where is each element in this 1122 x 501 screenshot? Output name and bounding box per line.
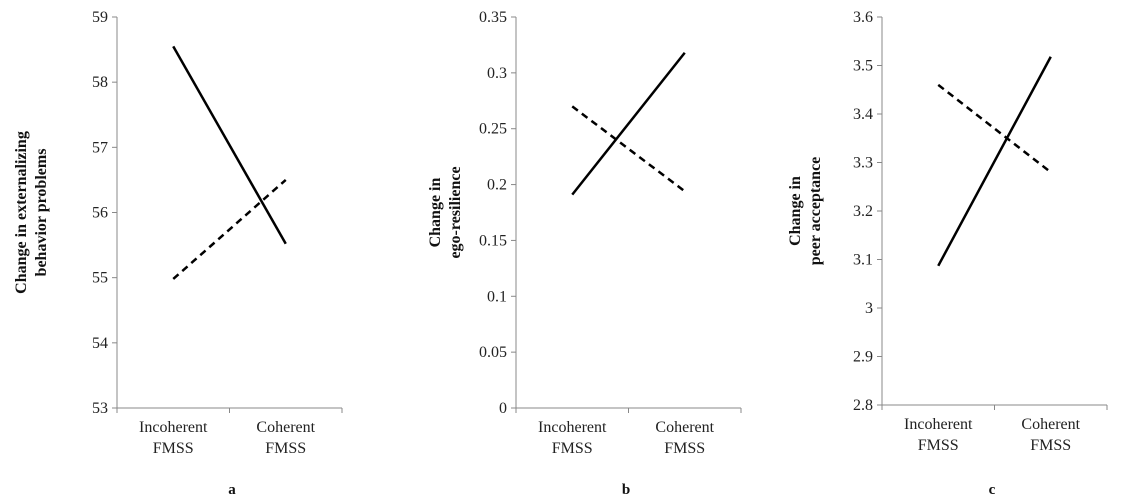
y-tick-label: 0.15: [479, 232, 507, 249]
y-tick-label: 57: [92, 139, 108, 156]
y-tick-label: 0: [499, 400, 507, 417]
panel-label: c: [989, 482, 996, 498]
y-axis-label-line: ego-resilience: [447, 166, 464, 258]
y-axis-label: Change in externalizing behavior problems: [13, 131, 50, 294]
y-tick-label: 56: [92, 205, 108, 222]
series-line-solid: [937, 56, 1052, 267]
y-tick-label: 3.3: [853, 155, 873, 172]
y-axis-label: Change in ego-resilience: [427, 166, 464, 258]
y-tick-label: 0.3: [487, 65, 507, 82]
panel-label: a: [228, 482, 236, 498]
x-category-label: FMSS: [552, 440, 593, 457]
y-tick-label: 3.6: [853, 9, 873, 26]
y-tick-label: 3.2: [853, 203, 873, 220]
series-line-solid: [571, 51, 686, 196]
series-line-dashed: [172, 178, 287, 280]
x-category-label: Coherent: [655, 419, 714, 436]
y-axis-label-line: Change in: [427, 178, 444, 248]
x-category-label: Coherent: [256, 419, 315, 436]
x-category-label: FMSS: [265, 440, 306, 457]
x-category-label: FMSS: [918, 437, 959, 454]
y-tick-label: 0.25: [479, 121, 507, 138]
x-category-label: Incoherent: [904, 416, 973, 433]
x-category-label: Incoherent: [538, 419, 607, 436]
panel-label: b: [622, 482, 630, 498]
x-category-label: Coherent: [1021, 416, 1080, 433]
y-tick-label: 3: [865, 300, 873, 317]
panel-a: 53 54 55 56 57 58 59 Incoherent FMSS Coherent FMSS…: [13, 9, 343, 498]
panel-c: 2.8 2.9 3 3.1 3.2 3.3 3.4 3.5 3.6 Incoherent FMSS C…: [787, 9, 1108, 498]
panel-b: 0 0.05 0.1 0.15 0.2 0.25 0.3 0.35 Incoherent FMSS…: [427, 9, 742, 498]
y-tick-label: 0.35: [479, 9, 507, 26]
x-category-label: Incoherent: [139, 419, 208, 436]
y-tick-label: 0.1: [487, 288, 507, 305]
y-tick-label: 53: [92, 400, 108, 417]
y-tick-label: 3.1: [853, 252, 873, 269]
y-axis-label: Change in peer acceptance: [787, 157, 824, 266]
y-tick-label: 0.2: [487, 177, 507, 194]
y-tick-label: 58: [92, 74, 108, 91]
y-axis-label-line: Change in: [787, 176, 804, 246]
y-tick-label: 54: [92, 335, 108, 352]
series-line-dashed: [571, 105, 686, 193]
y-tick-label: 3.4: [853, 106, 873, 123]
series-line-solid: [172, 45, 287, 245]
y-axis-label-line: Change in externalizing: [13, 131, 30, 294]
x-category-label: FMSS: [153, 440, 194, 457]
y-tick-label: 3.5: [853, 58, 873, 75]
y-tick-label: 55: [92, 270, 108, 287]
y-tick-label: 59: [92, 9, 108, 26]
y-tick-label: 0.05: [479, 344, 507, 361]
x-category-label: FMSS: [1030, 437, 1071, 454]
x-category-label: FMSS: [664, 440, 705, 457]
y-axis-label-line: peer acceptance: [807, 157, 824, 266]
y-tick-label: 2.8: [853, 397, 873, 414]
y-axis-label-line: behavior problems: [33, 149, 50, 277]
y-tick-label: 2.9: [853, 349, 873, 366]
